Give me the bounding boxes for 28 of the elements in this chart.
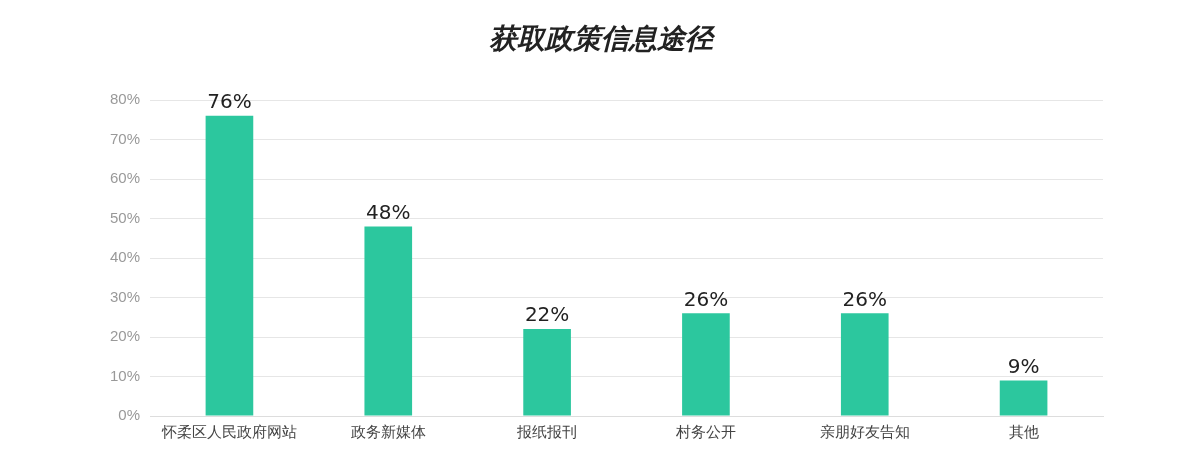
bar — [682, 313, 730, 416]
y-tick-label: 50% — [109, 208, 141, 226]
x-tick-label: 报纸报刊 — [516, 423, 578, 441]
y-tick-label: 80% — [109, 90, 141, 108]
x-tick-label: 村务公开 — [674, 423, 736, 441]
data-label: 26% — [842, 286, 887, 311]
bar — [205, 115, 254, 416]
data-label: 22% — [524, 302, 570, 327]
y-tick-label: 40% — [109, 248, 141, 266]
data-label: 9% — [1007, 353, 1040, 378]
x-tick-label: 政务新媒体 — [350, 423, 426, 441]
y-tick-label: 70% — [109, 129, 141, 147]
y-tick-label: 0% — [118, 406, 141, 424]
bar — [999, 380, 1048, 416]
y-tick-label: 20% — [109, 327, 141, 345]
data-label: 76% — [207, 89, 252, 113]
bar — [523, 329, 571, 416]
data-label: 26% — [683, 286, 729, 311]
bar — [840, 313, 889, 416]
x-tick-label: 怀柔区人民政府网站 — [160, 423, 297, 441]
data-label: 48% — [366, 199, 411, 224]
y-tick-label: 10% — [109, 366, 141, 384]
y-tick-label: 30% — [109, 287, 141, 305]
y-tick-label: 60% — [109, 169, 141, 187]
x-tick-label: 亲朋好友告知 — [819, 423, 910, 441]
x-tick-label: 其他 — [1008, 423, 1039, 441]
chart-title: 获取政策信息途径 — [487, 21, 716, 57]
bar — [364, 226, 413, 416]
